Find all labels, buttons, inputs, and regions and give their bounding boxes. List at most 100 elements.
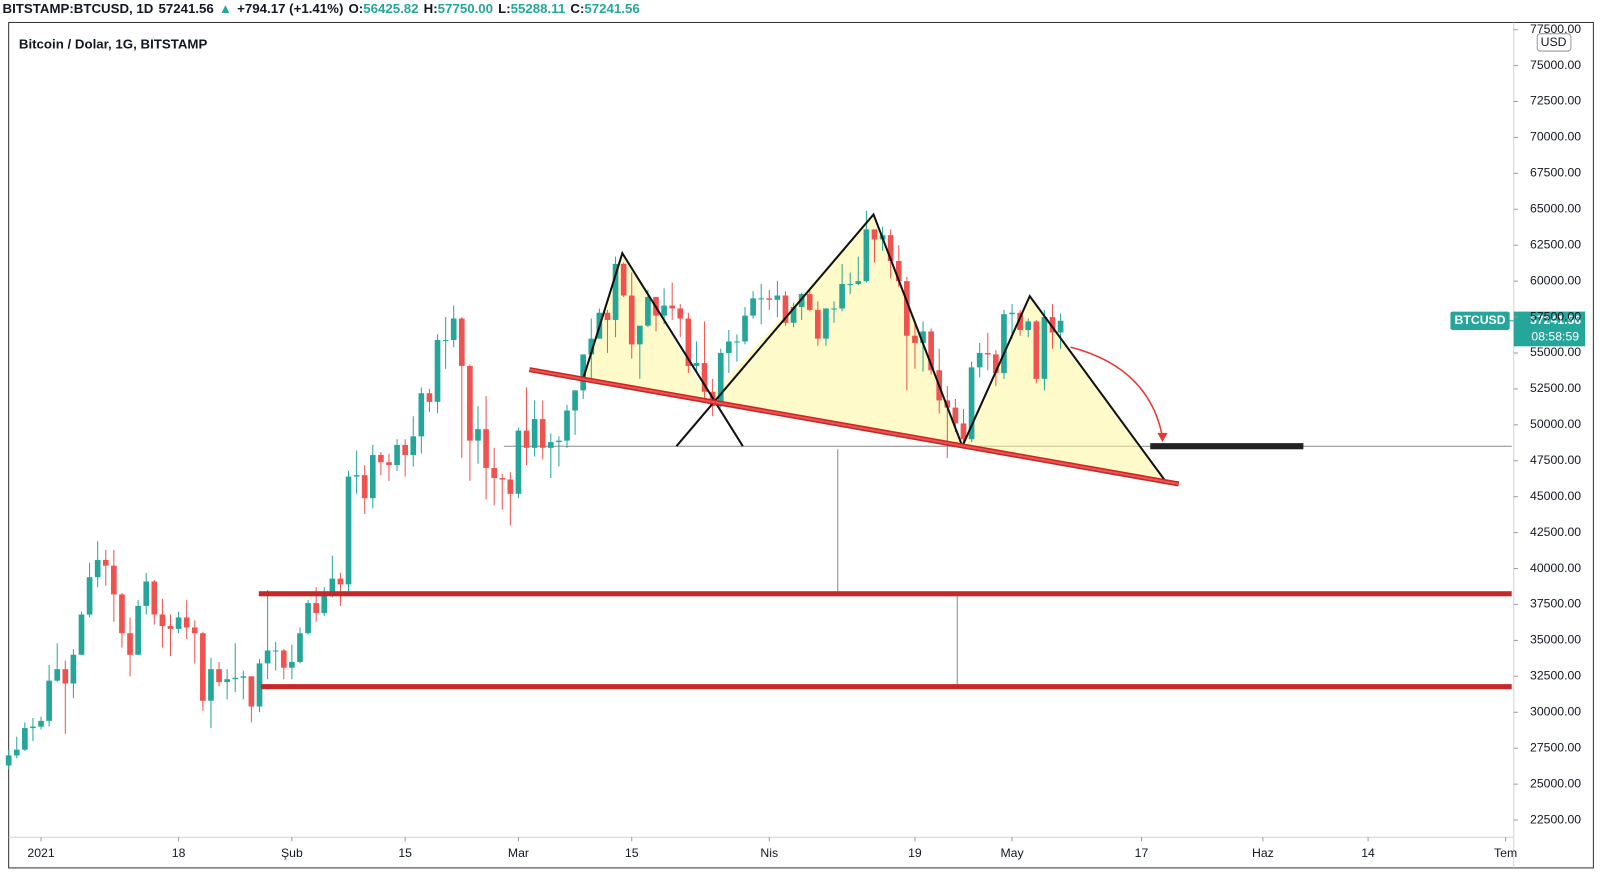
candle-body [94,559,101,578]
candle-body [717,352,724,407]
candle-body [135,605,141,655]
header-item: 57750.00 [438,1,493,16]
header-item: 57241.56 [584,1,639,16]
candle-body [378,455,384,463]
candle-body [952,407,959,424]
candle-body [547,442,554,448]
candle-body [887,235,894,262]
x-tick-label: 14 [1361,846,1375,860]
candle-body [758,298,765,300]
candle-body [839,284,845,309]
y-tick-label: 75000.00 [1530,58,1581,72]
support-band [258,591,1512,597]
candle-body [353,475,360,477]
y-tick-label: 60000.00 [1530,273,1581,287]
y-tick-label: 67500.00 [1530,166,1581,180]
candle-body [815,309,821,339]
candle-body [539,419,546,448]
candle-body [467,365,473,441]
candle-body [742,315,748,342]
candle-body [774,295,781,300]
candle-body [232,677,239,680]
candle-body [410,436,417,456]
x-tick-label: May [1000,846,1024,860]
candle-body [661,305,667,316]
candle-body [167,626,174,629]
candle-body [175,617,182,629]
y-tick-label: 65000.00 [1530,202,1581,216]
candle-body [564,410,570,441]
candle-body [183,617,190,628]
candle-body [912,335,918,343]
candle-body [450,318,457,341]
support-band [260,684,1512,690]
header-item: L: [498,1,511,16]
y-tick-label: 50000.00 [1530,417,1581,431]
symbol-tag [1450,311,1510,330]
countdown: 08:58:59 [1531,329,1579,343]
candle-body [944,400,951,408]
candle-body [191,627,198,634]
candle-body [369,455,376,499]
x-tick-label: 17 [1135,846,1149,860]
candle-body [297,633,303,662]
candle-body [54,669,61,681]
header-item: 55288.11 [511,1,566,16]
candle-body [960,423,967,440]
shoulder-line [581,250,744,447]
candle-body [119,594,125,634]
candle-body [556,440,562,443]
y-tick-label: 57500.00 [1530,309,1581,323]
candle-body [984,352,991,355]
candle-body [1001,314,1007,374]
x-tick-label: Mar [508,846,529,860]
candle-body [499,478,506,480]
candle-body [863,229,870,282]
y-tick-label: 27500.00 [1530,740,1581,754]
candle-body [345,476,352,585]
candle-body [62,669,69,684]
candle-body [442,340,449,342]
header-item: BITSTAMP:BTCUSD, 1D [3,1,154,16]
symbol-header: BITSTAMP:BTCUSD, 1D 57241.56 ▲ +794.17 (+1.… [3,1,640,16]
candle-body [78,614,85,655]
price-tag [1513,311,1586,347]
candle-body [491,467,498,479]
candle-body [13,749,20,756]
last-price: BTCUSD 57241.56 08:58:59 [1450,311,1586,347]
candle-body [636,325,643,345]
candle-body [418,393,425,437]
y-tick-label: 55000.00 [1530,345,1581,359]
y-tick-label: 22500.00 [1530,812,1581,826]
header-item: 56425.82 [363,1,418,16]
candle-body [507,479,514,494]
candle-body [224,679,230,683]
y-tick-label: 40000.00 [1530,561,1581,575]
candle-body [993,354,999,374]
header-item: O: [348,1,363,16]
candle-body [458,318,465,366]
arrow [1070,346,1164,438]
candle-body [1017,312,1023,330]
candle-body [1033,321,1040,379]
candle-body [976,352,983,368]
right-shoulder [962,296,1165,480]
candle-body [434,340,441,402]
candle-body [701,363,708,392]
symbol-tag-label: BTCUSD [1455,313,1506,327]
candle-body [895,261,902,282]
x-tick-label: 15 [625,846,639,860]
x-tick-label: 15 [398,846,412,860]
x-tick-label: 2021 [27,846,54,860]
y-tick-label: 52500.00 [1530,381,1581,395]
candle-body [620,263,627,296]
candle-body [693,363,700,366]
candle-body [272,650,279,652]
candle-body [313,603,319,614]
header-item: 57241.56 [158,1,213,16]
y-tick-label: 35000.00 [1530,633,1581,647]
candle-body [831,308,837,310]
candle-body [855,281,862,285]
y-tick-label: 42500.00 [1530,525,1581,539]
